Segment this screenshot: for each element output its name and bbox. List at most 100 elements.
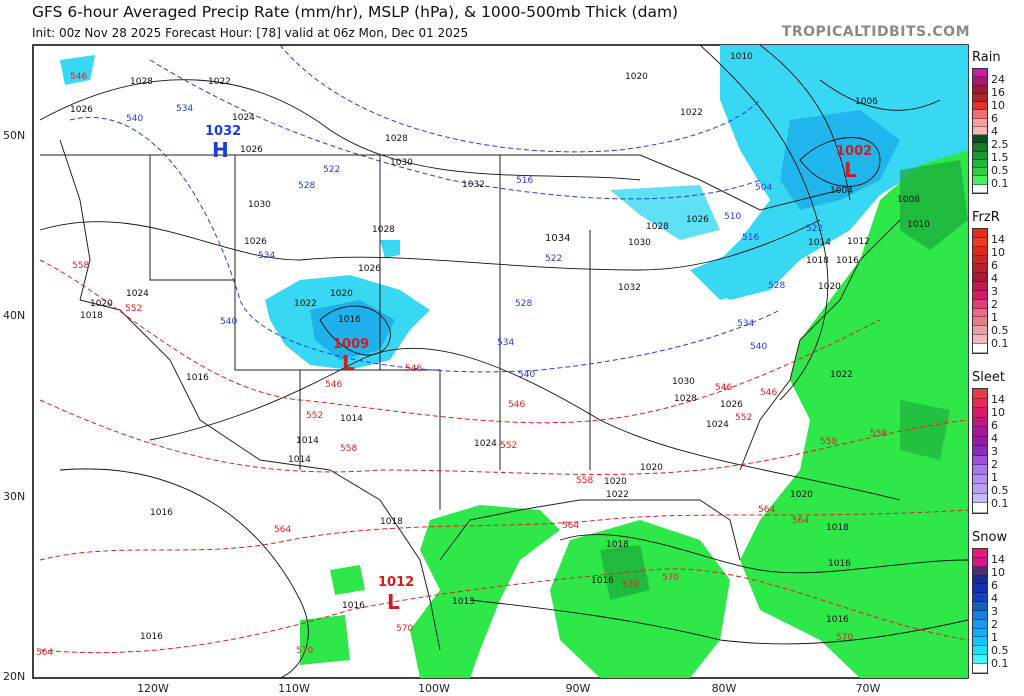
- legend-level-label: 0.1: [991, 657, 1009, 670]
- svg-text:1020: 1020: [330, 289, 353, 299]
- legend-level-label: 4: [991, 272, 998, 285]
- svg-text:1020: 1020: [790, 490, 813, 500]
- legend-swatch: [973, 85, 987, 94]
- svg-text:L: L: [844, 158, 857, 182]
- svg-text:1010: 1010: [730, 52, 753, 62]
- pressure-center-low-1012: 1012 L: [378, 575, 414, 614]
- svg-text:522: 522: [806, 224, 823, 234]
- svg-text:564: 564: [792, 516, 809, 526]
- svg-text:540: 540: [750, 342, 767, 352]
- svg-text:1030: 1030: [248, 200, 271, 210]
- lon-label: 110W: [278, 682, 310, 695]
- svg-text:522: 522: [545, 254, 562, 264]
- legend-level-label: 6: [991, 419, 998, 432]
- legend-frzr-title: FrzR: [972, 210, 1000, 225]
- legend-swatch: [973, 663, 987, 673]
- lat-label: 50N: [3, 129, 25, 142]
- precip-rain-gulf: [300, 505, 730, 678]
- svg-text:546: 546: [405, 364, 422, 374]
- legend-swatch: [973, 308, 987, 318]
- svg-text:1020: 1020: [625, 72, 648, 82]
- svg-text:1022: 1022: [606, 490, 629, 500]
- legend-swatch: [973, 335, 987, 344]
- legend-level-label: 4: [991, 592, 998, 605]
- svg-text:546: 546: [508, 400, 525, 410]
- legend-swatch: [973, 602, 987, 611]
- legend-swatch: [973, 299, 987, 309]
- svg-text:1012: 1012: [847, 237, 870, 247]
- svg-text:1014: 1014: [288, 455, 311, 465]
- legend-swatch: [973, 575, 987, 585]
- legend-level-label: 14: [991, 553, 1005, 566]
- legend-level-label: 2: [991, 618, 998, 631]
- svg-text:1020: 1020: [604, 477, 627, 487]
- legend-level-label: 0.5: [991, 644, 1009, 657]
- legend-swatch: [973, 408, 987, 418]
- thickness-labels-red: 546 558 552 546 552 558 546 552 546 552 …: [36, 261, 887, 658]
- svg-text:1016: 1016: [828, 559, 851, 569]
- svg-text:1002: 1002: [836, 144, 872, 159]
- thickness-red: [39, 259, 968, 654]
- longitude-labels: 120W 110W 100W 90W 80W 70W: [137, 682, 880, 695]
- svg-text:L: L: [387, 590, 400, 614]
- legend-swatch: [973, 619, 987, 629]
- svg-text:1032: 1032: [205, 124, 241, 139]
- legend-snow: Snow 14 10 6 4 3 2 1 0.5 0.1: [972, 530, 1024, 674]
- legend-swatch: [973, 246, 987, 256]
- legend-swatch: [973, 264, 987, 274]
- svg-text:552: 552: [125, 304, 142, 314]
- legend-level-label: 1: [991, 311, 998, 324]
- lon-label: 70W: [856, 682, 881, 695]
- svg-text:1028: 1028: [385, 134, 408, 144]
- legend-swatch: [973, 184, 987, 193]
- svg-text:546: 546: [715, 383, 732, 393]
- pressure-center-high-1034: 1034: [545, 233, 570, 244]
- svg-text:1026: 1026: [244, 237, 267, 247]
- legend-level-label: 10: [991, 566, 1005, 579]
- legend-level-label: 4: [991, 125, 998, 138]
- svg-text:1034: 1034: [545, 233, 570, 244]
- svg-text:1006: 1006: [855, 97, 878, 107]
- svg-text:1014: 1014: [808, 238, 831, 248]
- svg-text:1009: 1009: [333, 337, 369, 352]
- legend-swatch: [973, 584, 987, 594]
- legend-swatch: [973, 593, 987, 603]
- svg-text:528: 528: [768, 281, 785, 291]
- legend-swatch: [973, 237, 987, 247]
- svg-text:1032: 1032: [618, 283, 641, 293]
- map-title: GFS 6-hour Averaged Precip Rate (mm/hr),…: [32, 3, 679, 21]
- borders: [40, 139, 901, 651]
- legend-level-label: 6: [991, 259, 998, 272]
- legend-swatch: [973, 398, 987, 409]
- svg-text:564: 564: [562, 521, 579, 531]
- svg-text:1016: 1016: [836, 256, 859, 266]
- legend-swatch: [973, 77, 987, 86]
- svg-text:1020: 1020: [818, 282, 841, 292]
- legend-swatch: [973, 503, 987, 513]
- legend-level-label: 0.1: [991, 177, 1009, 190]
- legend-level-label: 0.5: [991, 484, 1009, 497]
- legend-swatch: [973, 151, 987, 160]
- svg-text:510: 510: [724, 212, 741, 222]
- svg-text:1024: 1024: [126, 289, 149, 299]
- legend-swatch: [973, 484, 987, 494]
- lon-label: 100W: [418, 682, 450, 695]
- legend-frzr: FrzR 14 10 6 4 3 2 1 0.5 0.1: [972, 210, 1024, 354]
- legend-rain-title: Rain: [972, 50, 1001, 65]
- svg-text:534: 534: [176, 104, 193, 114]
- svg-text:564: 564: [274, 525, 291, 535]
- svg-text:1016: 1016: [140, 632, 163, 642]
- legend-level-label: 14: [991, 393, 1005, 406]
- svg-text:1014: 1014: [340, 414, 363, 424]
- legend-level-label: 2: [991, 298, 998, 311]
- legend-swatch: [973, 427, 987, 437]
- svg-text:558: 558: [820, 437, 837, 447]
- legend-swatch: [973, 229, 987, 238]
- legend-swatch: [973, 326, 987, 336]
- legend-level-label: 14: [991, 233, 1005, 246]
- svg-text:1010: 1010: [907, 220, 930, 230]
- svg-text:1013: 1013: [452, 597, 475, 607]
- svg-text:1030: 1030: [390, 158, 413, 168]
- legend-level-label: 0.1: [991, 337, 1009, 350]
